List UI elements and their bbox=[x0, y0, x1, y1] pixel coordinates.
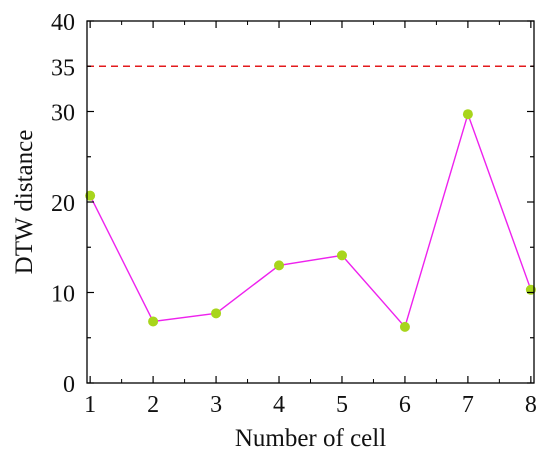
y-tick-label: 35 bbox=[51, 55, 75, 81]
plot-area bbox=[85, 65, 536, 332]
y-tick-label: 20 bbox=[51, 191, 75, 217]
x-tick-label: 3 bbox=[210, 392, 222, 418]
y-axis-title: DTW distance bbox=[11, 130, 38, 275]
data-point bbox=[211, 308, 222, 319]
x-tick-label: 5 bbox=[336, 392, 348, 418]
data-point bbox=[399, 321, 410, 332]
data-point bbox=[274, 260, 285, 271]
x-tick-label: 6 bbox=[399, 392, 411, 418]
x-tick-label: 4 bbox=[273, 392, 285, 418]
axes: 1 2 3 4 5 6 7 8 0 10 20 30 35 40 bbox=[51, 10, 537, 418]
data-point bbox=[462, 109, 473, 120]
x-tick-label: 2 bbox=[147, 392, 159, 418]
x-tick-label: 1 bbox=[84, 392, 96, 418]
data-point bbox=[336, 250, 347, 261]
x-tick-label: 7 bbox=[462, 392, 474, 418]
x-axis-title: Number of cell bbox=[235, 425, 386, 452]
y-tick-label: 30 bbox=[51, 101, 75, 127]
y-tick-label: 40 bbox=[51, 10, 75, 36]
series-line bbox=[89, 111, 532, 329]
y-tick-label: 0 bbox=[63, 372, 75, 398]
data-point bbox=[148, 316, 159, 327]
x-tick-label: 8 bbox=[525, 392, 537, 418]
plot-frame bbox=[86, 20, 535, 384]
y-tick-label: 10 bbox=[51, 282, 75, 308]
